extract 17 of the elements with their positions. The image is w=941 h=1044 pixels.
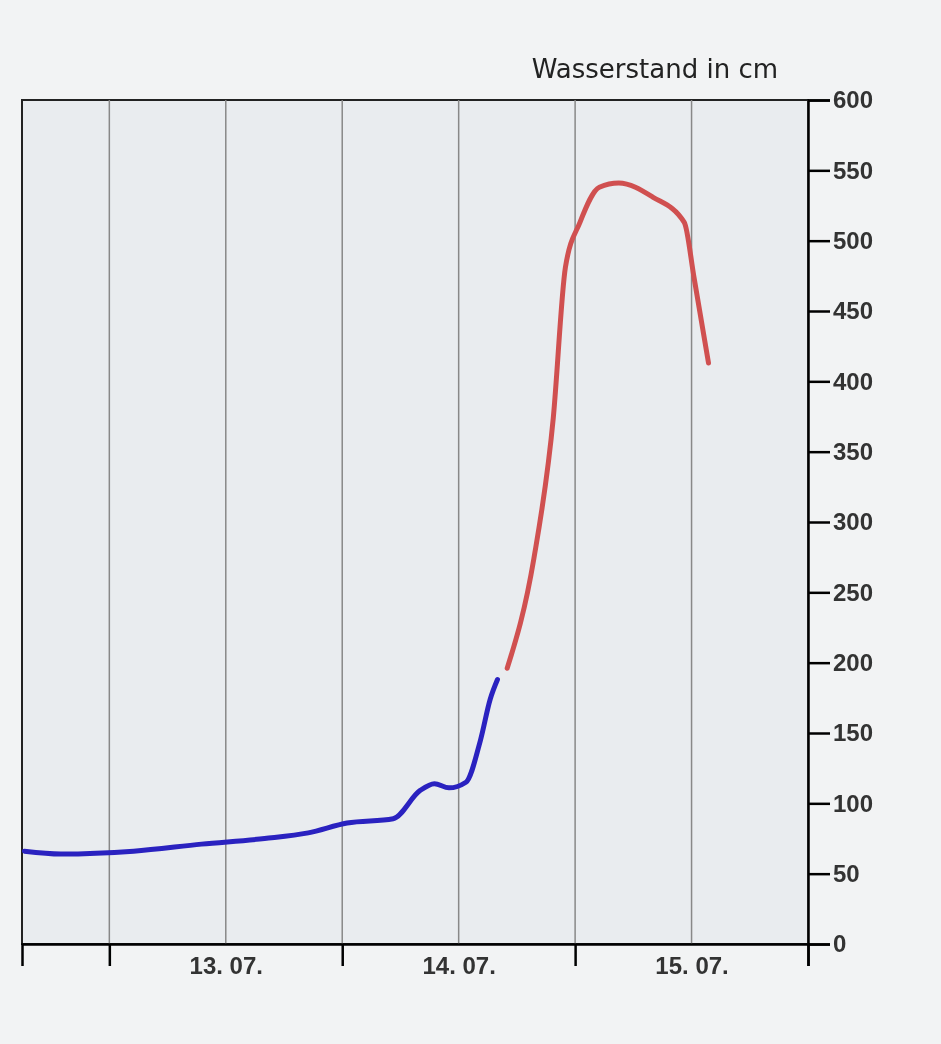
x-tick-label: 13. 07. [189, 951, 263, 979]
y-tick-label: 600 [833, 86, 874, 114]
y-tick-label: 300 [833, 508, 874, 536]
y-tick-label: 200 [833, 648, 874, 676]
y-tick-label: 0 [833, 930, 847, 958]
y-tick-label: 350 [833, 437, 874, 465]
y-axis-title: Wasserstand in cm [531, 54, 778, 84]
y-tick-label: 550 [833, 156, 874, 184]
y-tick-label: 450 [833, 297, 874, 325]
y-tick-label: 250 [833, 578, 874, 606]
x-tick-label: 15. 07. [655, 951, 729, 979]
y-tick-label: 150 [833, 719, 874, 747]
x-tick-label: 14. 07. [422, 951, 496, 979]
y-tick-label: 400 [833, 367, 874, 395]
y-tick-label: 50 [833, 859, 860, 887]
y-tick-label: 100 [833, 789, 874, 817]
y-tick-label: 500 [833, 226, 874, 254]
